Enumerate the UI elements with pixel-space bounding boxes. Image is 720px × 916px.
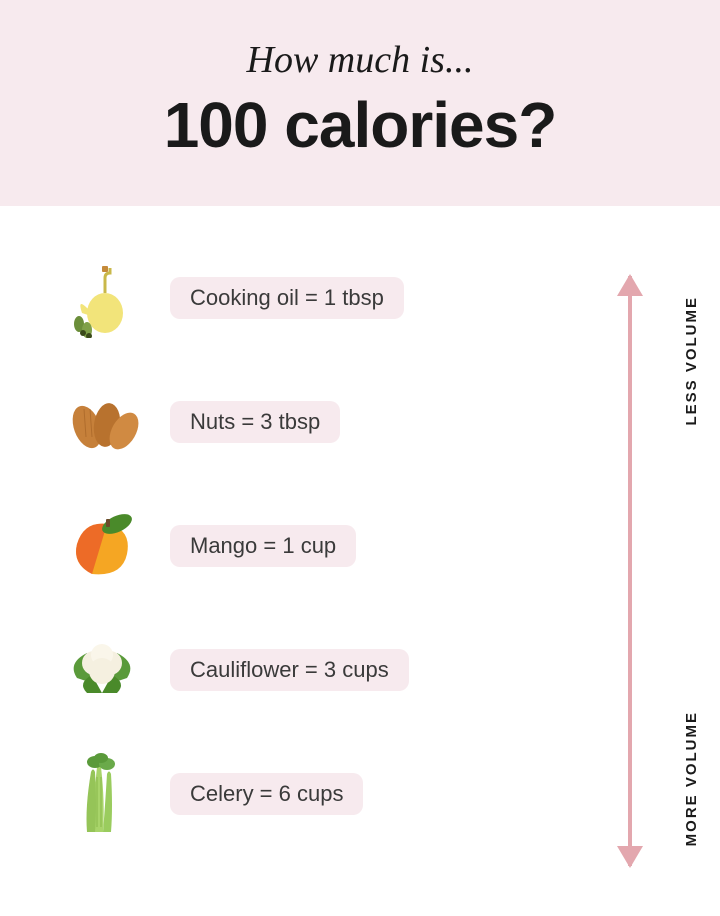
list-item: Celery = 6 cups xyxy=(60,752,660,836)
header-subtitle: How much is... xyxy=(0,38,720,82)
volume-axis: LESS VOLUME MORE VOLUME xyxy=(590,276,670,866)
axis-arrow-line xyxy=(628,276,632,866)
list-item: Mango = 1 cup xyxy=(60,504,660,588)
food-label: Cooking oil = 1 tbsp xyxy=(170,277,404,319)
header-title: 100 calories? xyxy=(0,88,720,162)
axis-label-bottom: MORE VOLUME xyxy=(683,711,700,846)
oil-bottle-icon xyxy=(60,256,144,340)
food-label: Mango = 1 cup xyxy=(170,525,356,567)
food-label: Celery = 6 cups xyxy=(170,773,363,815)
axis-label-top: LESS VOLUME xyxy=(683,296,700,426)
food-label: Nuts = 3 tbsp xyxy=(170,401,340,443)
mango-icon xyxy=(60,504,144,588)
header: How much is... 100 calories? xyxy=(0,0,720,206)
food-label: Cauliflower = 3 cups xyxy=(170,649,409,691)
content-area: Cooking oil = 1 tbsp Nuts = 3 tbsp xyxy=(0,206,720,916)
almonds-icon xyxy=(60,380,144,464)
celery-icon xyxy=(60,752,144,836)
food-list: Cooking oil = 1 tbsp Nuts = 3 tbsp xyxy=(60,256,660,876)
arrow-up-icon xyxy=(617,274,643,296)
cauliflower-icon xyxy=(60,628,144,712)
list-item: Cooking oil = 1 tbsp xyxy=(60,256,660,340)
list-item: Nuts = 3 tbsp xyxy=(60,380,660,464)
arrow-down-icon xyxy=(617,846,643,868)
list-item: Cauliflower = 3 cups xyxy=(60,628,660,712)
